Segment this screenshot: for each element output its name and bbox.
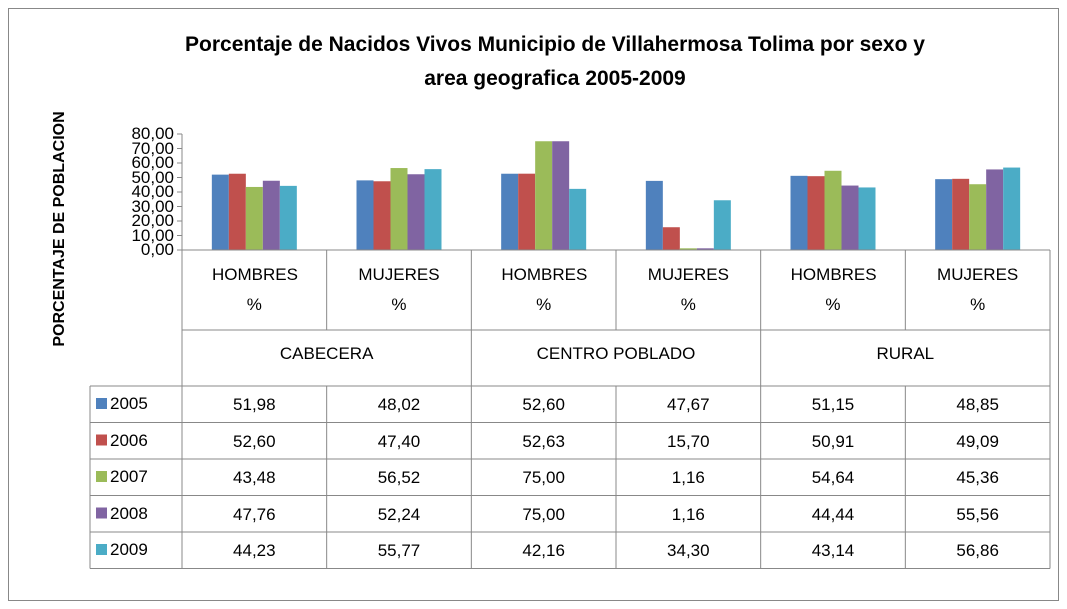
y-tick-label: 30,00 — [131, 196, 174, 216]
bar — [713, 200, 731, 250]
table-cell: 75,00 — [522, 468, 565, 487]
bar — [662, 227, 680, 250]
table-cell: 15,70 — [667, 431, 710, 451]
legend-label: 2008 — [110, 503, 148, 523]
table-cell: 56,52 — [377, 468, 421, 487]
x-tick-label: HOMBRES % — [790, 265, 877, 314]
table-cell: 55,56 — [956, 504, 999, 524]
table-cell: 47,40 — [377, 431, 421, 451]
legend-swatch — [96, 507, 107, 519]
bar — [262, 180, 280, 250]
legend-label: 2005 — [110, 394, 148, 413]
y-tick-label: 20,00 — [131, 211, 174, 230]
bar — [518, 173, 536, 250]
group-label: CENTRO POBLADO — [536, 344, 696, 363]
y-tick-label: 60,00 — [131, 153, 174, 172]
bar — [279, 185, 297, 250]
bar — [228, 173, 246, 250]
table-cell: 52,60 — [522, 395, 565, 414]
table-cell: 42,16 — [522, 541, 565, 560]
bar — [790, 175, 808, 250]
table-cell: 75,00 — [522, 504, 565, 524]
bar — [969, 184, 987, 250]
chart-border — [8, 8, 1059, 601]
table-cell: 43,14 — [811, 541, 855, 560]
legend-label: 2007 — [110, 467, 148, 486]
table-cell: 56,86 — [956, 541, 999, 560]
bar — [679, 248, 697, 250]
y-tick-label: 80,00 — [131, 124, 174, 143]
table-cell: 47,67 — [667, 395, 710, 414]
legend-label: 2006 — [110, 430, 148, 450]
bar — [390, 168, 408, 250]
table-cell: 51,15 — [811, 395, 855, 414]
table-cell: 44,44 — [811, 504, 855, 524]
bar — [645, 180, 663, 250]
table-cell: 52,60 — [233, 431, 276, 451]
y-axis-label: PORCENTAJE DE POBLACION — [51, 111, 68, 347]
y-tick-label: 40,00 — [131, 182, 174, 201]
legend-swatch — [96, 471, 107, 482]
table-cell: 50,91 — [811, 431, 855, 451]
bar — [552, 141, 570, 250]
y-tick-label: 50,00 — [131, 167, 174, 187]
bar — [569, 188, 587, 250]
bar — [986, 169, 1004, 250]
table-cell: 44,23 — [233, 541, 276, 560]
y-tick-label: 70,00 — [131, 138, 174, 158]
table-cell: 52,24 — [377, 504, 421, 524]
bar — [424, 169, 442, 250]
table-cell: 49,09 — [956, 431, 999, 451]
x-tick-label: MUJERES % — [937, 265, 1019, 314]
table-cell: 34,30 — [667, 541, 710, 560]
bar — [407, 174, 425, 250]
legend-swatch — [96, 544, 107, 555]
table-cell: 52,63 — [522, 431, 565, 451]
x-tick-label: MUJERES % — [647, 265, 729, 314]
legend-label: 2009 — [110, 540, 148, 559]
group-label: RURAL — [876, 344, 935, 363]
bar — [356, 180, 374, 250]
x-tick-label: HOMBRES % — [212, 265, 298, 314]
x-tick-label: HOMBRES % — [501, 265, 588, 314]
table-cell: 43,48 — [233, 468, 276, 487]
table-cell: 1,16 — [671, 468, 705, 487]
chart-title: Porcentaje de Nacidos Vivos Municipio de… — [185, 33, 925, 90]
table-cell: 1,16 — [671, 504, 705, 524]
y-tick-label: 0,00 — [140, 240, 174, 259]
bar — [824, 170, 842, 250]
y-tick-label: 10,00 — [131, 225, 174, 245]
bar — [211, 174, 229, 250]
bar — [501, 173, 519, 250]
legend-swatch — [96, 434, 107, 446]
legend-swatch — [96, 398, 107, 409]
bar — [1003, 167, 1021, 250]
table-cell: 55,77 — [377, 541, 421, 560]
table-cell: 48,02 — [377, 395, 421, 414]
bar — [952, 178, 970, 250]
bar — [807, 176, 825, 250]
bar — [535, 141, 553, 250]
bar — [696, 248, 714, 250]
x-tick-label: MUJERES % — [358, 265, 440, 314]
table-cell: 45,36 — [956, 468, 999, 487]
bar — [858, 187, 876, 250]
bar — [245, 186, 263, 250]
bar — [373, 181, 391, 250]
table-cell: 48,85 — [956, 395, 999, 414]
group-label: CABECERA — [279, 344, 374, 363]
table-cell: 51,98 — [233, 395, 276, 414]
bar — [841, 185, 859, 250]
table-cell: 47,76 — [233, 504, 276, 524]
table-cell: 54,64 — [811, 468, 855, 487]
bar — [935, 179, 953, 250]
